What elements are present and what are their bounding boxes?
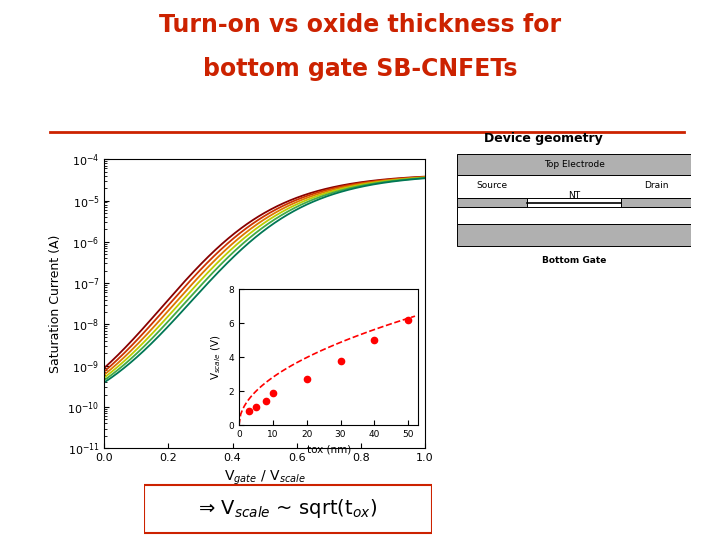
- Bar: [457, 154, 691, 175]
- Text: Top Electrode: Top Electrode: [544, 160, 605, 169]
- Text: bottom gate SB-CNFETs: bottom gate SB-CNFETs: [203, 57, 517, 80]
- Text: NT: NT: [568, 191, 580, 200]
- Bar: [621, 198, 691, 207]
- Text: Turn-on vs oxide thickness for: Turn-on vs oxide thickness for: [159, 14, 561, 37]
- Y-axis label: Saturation Current (A): Saturation Current (A): [49, 234, 62, 373]
- Bar: [457, 207, 691, 224]
- Text: Device geometry: Device geometry: [485, 132, 603, 145]
- X-axis label: V$_{gate}$ / V$_{scale}$: V$_{gate}$ / V$_{scale}$: [224, 469, 305, 487]
- Text: Source: Source: [477, 181, 508, 190]
- Bar: [457, 198, 527, 207]
- Text: ⇒ V$_{scale}$ ~ sqrt(t$_{ox}$): ⇒ V$_{scale}$ ~ sqrt(t$_{ox}$): [199, 497, 377, 521]
- Bar: [457, 224, 691, 246]
- FancyBboxPatch shape: [144, 485, 432, 532]
- Text: Bottom Gate: Bottom Gate: [542, 256, 606, 265]
- Bar: [457, 175, 691, 198]
- Text: Drain: Drain: [644, 181, 668, 190]
